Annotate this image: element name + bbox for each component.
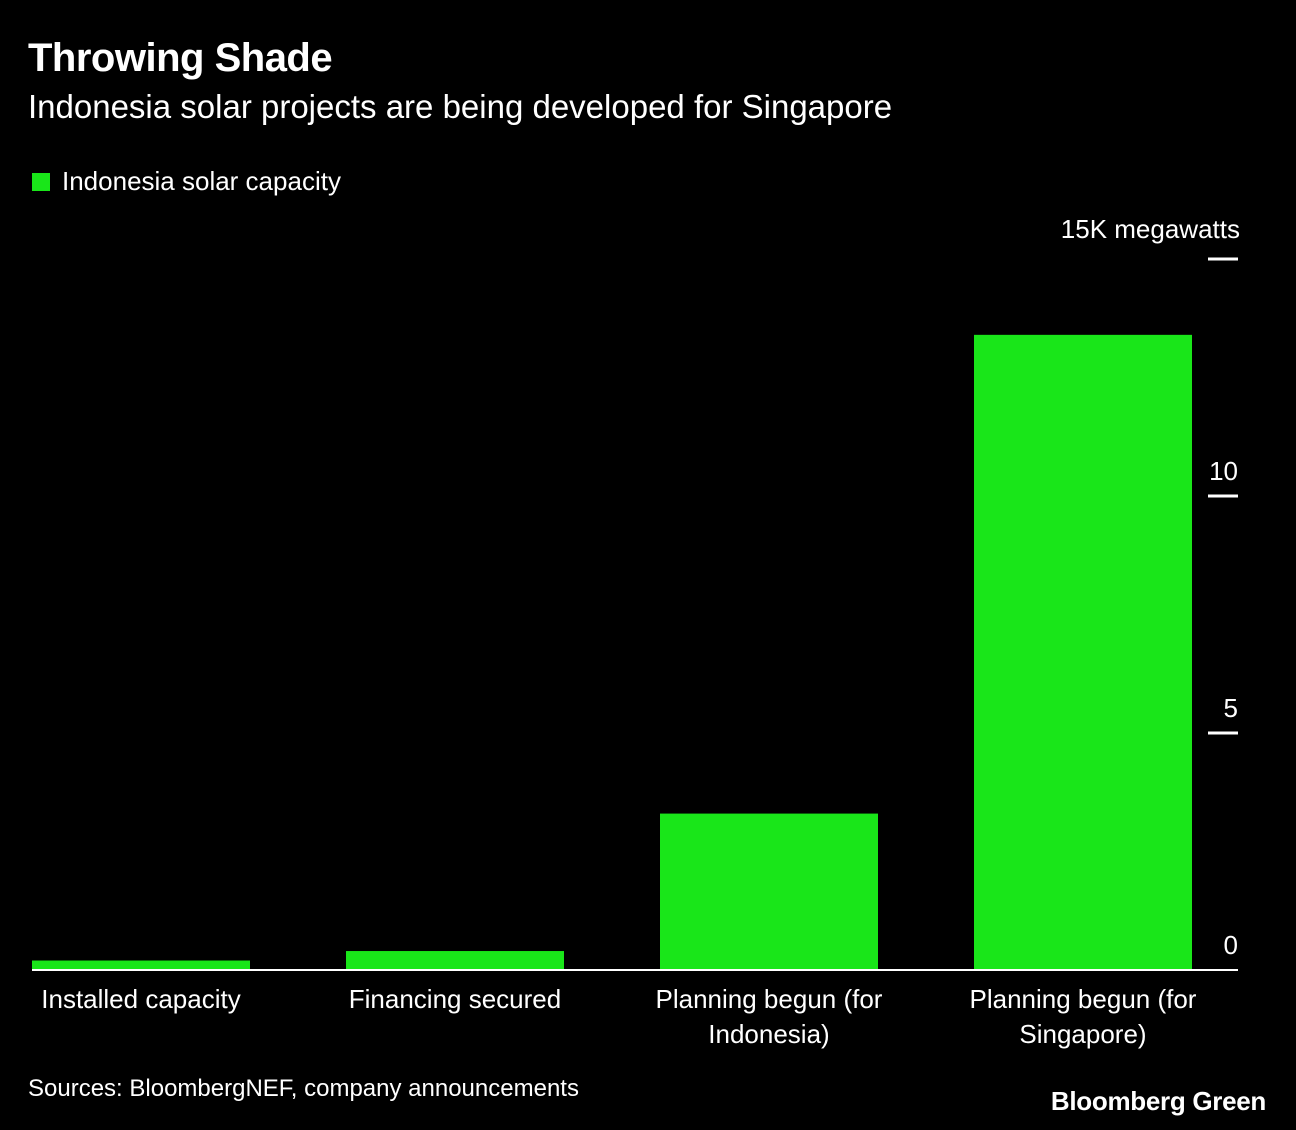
legend-swatch xyxy=(32,172,50,191)
x-tick-label: Planning begun (for xyxy=(656,984,883,1014)
x-tick-label: Indonesia) xyxy=(708,1019,829,1049)
legend-label: Indonesia solar capacity xyxy=(62,166,341,196)
page-title: Throwing Shade xyxy=(28,36,333,80)
x-tick-label: Financing secured xyxy=(349,984,561,1014)
bar xyxy=(32,960,250,970)
page-subtitle: Indonesia solar projects are being devel… xyxy=(28,88,893,125)
source-note: Sources: BloombergNEF, company announcem… xyxy=(28,1075,579,1102)
y-axis-unit-label: 15K megawatts xyxy=(1060,214,1240,244)
chart-legend: Indonesia solar capacity xyxy=(32,166,341,197)
x-tick-label: Planning begun (for xyxy=(970,984,1197,1014)
x-tick-label: Singapore) xyxy=(1019,1019,1146,1049)
bar xyxy=(660,813,878,970)
bar xyxy=(974,334,1192,971)
x-tick-label: Installed capacity xyxy=(41,984,240,1014)
y-tick-label: 0 xyxy=(1224,930,1238,960)
y-tick-label: 5 xyxy=(1224,693,1238,723)
y-tick-label: 10 xyxy=(1209,456,1238,486)
bar xyxy=(346,951,564,970)
brand-logo: Bloomberg Green xyxy=(1050,1086,1266,1116)
